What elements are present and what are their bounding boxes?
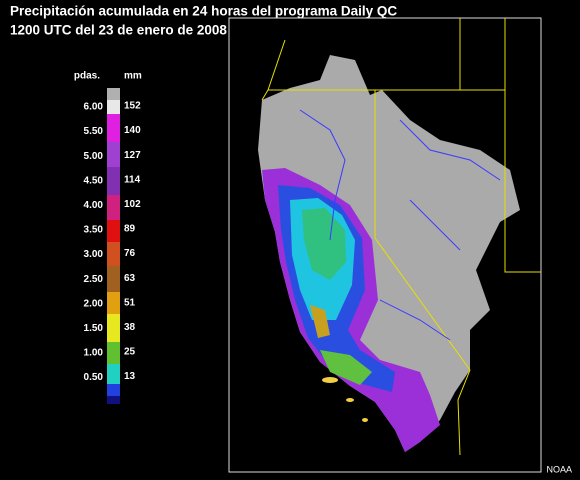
inch-label: 2.00 [84,298,104,309]
mm-label: 13 [124,371,136,382]
mm-label: 102 [124,199,141,210]
inch-label: 5.00 [84,151,104,162]
inch-label: 6.00 [84,102,104,113]
mm-label: 38 [124,322,136,333]
inch-label: 4.00 [84,200,104,211]
precip-green-south [320,350,372,385]
mm-label: 114 [124,174,141,185]
inch-label: 3.00 [84,249,104,260]
inch-label: 0.50 [84,372,104,383]
state-borders [261,18,541,456]
mm-unit: mm [124,71,142,82]
inch-unit: pdas. [74,71,100,82]
credit: NOAA [546,464,572,474]
mm-label: 140 [124,125,141,136]
title-line-2: 1200 UTC del 23 de enero de 2008 [10,23,227,38]
inch-label: 1.00 [84,348,104,359]
mm-label: 51 [124,297,136,308]
inch-label: 4.50 [84,175,104,186]
mm-label: 152 [124,101,141,112]
inch-label: 1.50 [84,323,104,334]
map [228,17,542,473]
mm-label: 127 [124,150,141,161]
color-legend: pdas. mm [74,71,142,404]
precip-green [302,208,346,280]
precip-orange [310,305,330,338]
mm-label: 25 [124,347,136,358]
inch-label: 5.50 [84,126,104,137]
title-line-1: Precipitación acumulada en 24 horas del … [10,4,397,19]
islands [322,377,368,422]
mm-label: 76 [124,248,136,259]
inch-label: 2.50 [84,274,104,285]
mm-label: 89 [124,224,136,235]
inch-label: 3.50 [84,225,104,236]
rivers [299,109,501,341]
mm-label: 63 [124,273,136,284]
